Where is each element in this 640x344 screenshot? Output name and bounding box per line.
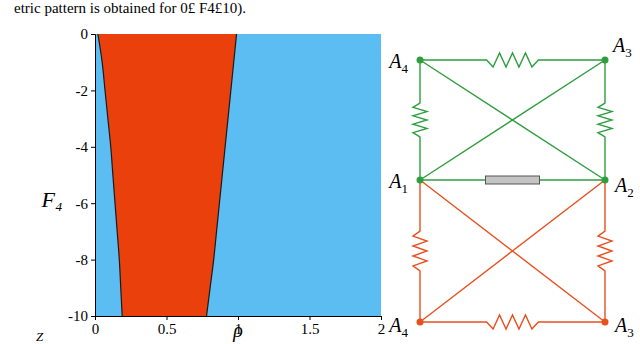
resistor (413, 180, 427, 322)
tick-label: 1.5 (301, 321, 320, 337)
tick-label: 0 (92, 321, 100, 337)
node (602, 57, 609, 64)
tick-label: -2 (76, 83, 89, 99)
tick-mark (381, 316, 382, 320)
tick-label: 0 (81, 26, 89, 42)
x-axis-title: ρ (232, 319, 243, 342)
y-axis: 0 -2 -4 -6 -8 -10 (68, 26, 96, 324)
node-label-sub: 4 (402, 325, 409, 340)
wire (420, 60, 605, 180)
resistor (420, 315, 605, 329)
tick: -6 (76, 196, 96, 212)
node (602, 177, 609, 184)
node-label: A4 (387, 50, 408, 76)
tick-label: -10 (68, 308, 88, 324)
tick-mark (91, 316, 95, 317)
axis-line (91, 35, 96, 317)
node-label-main: A (387, 50, 402, 72)
tick: -10 (68, 308, 95, 324)
resistor (413, 60, 427, 180)
tick-mark (91, 90, 95, 91)
tick-label: 0.5 (158, 321, 177, 337)
resistor (420, 53, 605, 67)
node (417, 177, 424, 184)
node-label-main: A (387, 170, 402, 192)
tick-label: -8 (76, 252, 89, 268)
node-label-main: A (611, 34, 626, 56)
node-label-sub: 2 (627, 185, 634, 200)
tick-mark (91, 260, 95, 261)
node-label: A3 (613, 314, 634, 340)
resistor (598, 60, 612, 180)
wire (420, 180, 605, 322)
y-axis-title: F₄ (40, 187, 62, 212)
node-label-sub: 3 (627, 325, 634, 340)
node-label: A2 (613, 174, 634, 200)
node (417, 57, 424, 64)
caption: etric pattern is obtained for 0£ F4£10). (14, 0, 246, 17)
wire (420, 180, 605, 322)
node (417, 319, 424, 326)
tick: -2 (76, 83, 96, 99)
node-label-sub: 4 (402, 61, 409, 76)
region (98, 34, 237, 316)
tick: -4 (76, 139, 96, 155)
node-label-main: A (613, 174, 628, 196)
wire (420, 60, 605, 180)
tick-mark (310, 316, 311, 320)
node-label-main: A (613, 314, 628, 336)
node-label: A4 (387, 314, 408, 340)
tick-label: -6 (76, 196, 89, 212)
network-diagram: A4A3A1A2A4A3 (387, 34, 633, 340)
tick-mark (91, 34, 95, 35)
tick: 2 (378, 316, 386, 337)
node-label-sub: 3 (625, 45, 632, 60)
tick-label: 2 (378, 321, 386, 337)
tick-mark (91, 203, 95, 204)
node-label: A1 (387, 170, 408, 196)
node-label-sub: 1 (402, 181, 409, 196)
tick-mark (167, 316, 168, 320)
node (602, 319, 609, 326)
tick: 0.5 (158, 316, 177, 337)
tick: 1.5 (301, 316, 320, 337)
tick-mark (91, 147, 95, 148)
region (95, 34, 381, 316)
figure: etric pattern is obtained for 0£ F4£10).… (0, 0, 640, 344)
resistor (598, 180, 612, 322)
tick-label: -4 (76, 139, 89, 155)
tick: -8 (76, 252, 96, 268)
region-boundary (207, 34, 237, 316)
tick: 0 (92, 316, 100, 337)
plot-area (95, 34, 381, 316)
node-label: A3 (611, 34, 632, 60)
footer-text: Z (36, 329, 44, 344)
node-label-main: A (387, 314, 402, 336)
region-boundary (98, 34, 122, 316)
element (486, 176, 540, 184)
tick: 0 (81, 26, 96, 42)
